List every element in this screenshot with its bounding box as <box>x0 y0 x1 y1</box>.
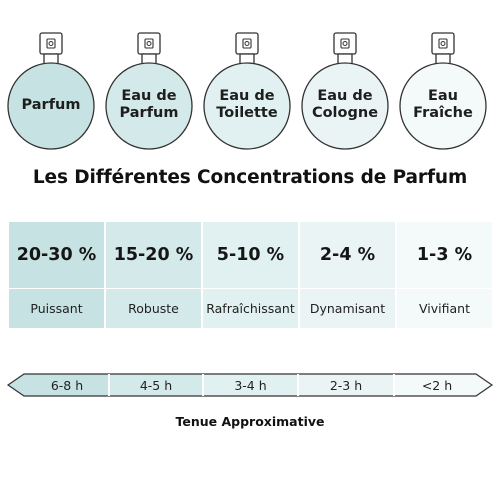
duration-segment <box>298 374 394 396</box>
bottle-eau-de-cologne: Eau de Cologne <box>297 0 393 160</box>
bottle-body <box>399 62 487 150</box>
duration-label: 4-5 h <box>139 377 173 393</box>
bottle-eau-de-parfum: Eau de Parfum <box>101 0 197 160</box>
concentration-table: 20-30 % 15-20 % 5-10 % 2-4 % 1-3 % Puiss… <box>9 222 492 328</box>
bottle-nozzle-hole <box>342 41 348 46</box>
duration-segment <box>394 374 492 396</box>
bottle-label: Parfum <box>21 96 81 113</box>
bottle-nozzle <box>438 38 448 49</box>
bottle-label: Eau Fraîche <box>413 88 473 121</box>
duration-caption: Tenue Approximative <box>175 414 325 429</box>
duration-arrow-bar <box>6 373 494 397</box>
duration-label: 6-8 h <box>50 377 84 393</box>
perfume-bottle-icon <box>105 32 193 150</box>
bottle-parfum: Parfum <box>3 0 99 160</box>
concentration-strength: Dynamisant <box>300 289 395 328</box>
bottle-body <box>301 62 389 150</box>
bottle-nozzle-hole <box>48 41 54 46</box>
concentration-percent: 1-3 % <box>397 222 492 288</box>
duration-label: <2 h <box>421 377 453 393</box>
bottle-eau-de-toilette: Eau de Toilette <box>199 0 295 160</box>
duration-segment <box>109 374 203 396</box>
duration-segment <box>8 374 109 396</box>
bottle-eau-fraiche: Eau Fraîche <box>395 0 491 160</box>
duration-label: 3-4 h <box>234 377 267 393</box>
bottle-label: Eau de Cologne <box>311 88 379 121</box>
bottle-body <box>7 62 95 150</box>
perfume-bottle-icon <box>399 32 487 150</box>
bottle-label: Eau de Toilette <box>216 88 278 121</box>
bottle-nozzle <box>144 38 154 49</box>
concentration-strength: Rafraîchissant <box>203 289 298 328</box>
bottle-body <box>203 62 291 150</box>
bottle-nozzle <box>340 38 350 49</box>
concentration-percent: 5-10 % <box>203 222 298 288</box>
bottle-body <box>105 62 193 150</box>
bottle-row: Parfum Eau de Parfum Eau de Toilette Eau… <box>0 0 500 160</box>
page-title: Les Différentes Concentrations de Parfum <box>32 167 468 188</box>
duration-label: 2-3 h <box>329 377 363 393</box>
perfume-bottle-icon <box>203 32 291 150</box>
concentration-percent: 20-30 % <box>9 222 104 288</box>
perfume-bottle-icon <box>301 32 389 150</box>
bottle-nozzle <box>242 38 252 49</box>
concentration-percent: 15-20 % <box>106 222 201 288</box>
bottle-nozzle-hole <box>146 41 152 46</box>
bottle-label: Eau de Parfum <box>119 88 179 121</box>
perfume-bottle-icon <box>7 32 95 150</box>
bottle-nozzle-hole <box>244 41 250 46</box>
concentration-strength: Robuste <box>106 289 201 328</box>
bottle-nozzle-hole <box>440 41 446 46</box>
concentration-percent: 2-4 % <box>300 222 395 288</box>
concentration-strength: Puissant <box>9 289 104 328</box>
concentration-strength: Vivifiant <box>397 289 492 328</box>
bottle-nozzle <box>46 38 56 49</box>
arrow-outline <box>6 373 494 397</box>
duration-segment <box>203 374 298 396</box>
